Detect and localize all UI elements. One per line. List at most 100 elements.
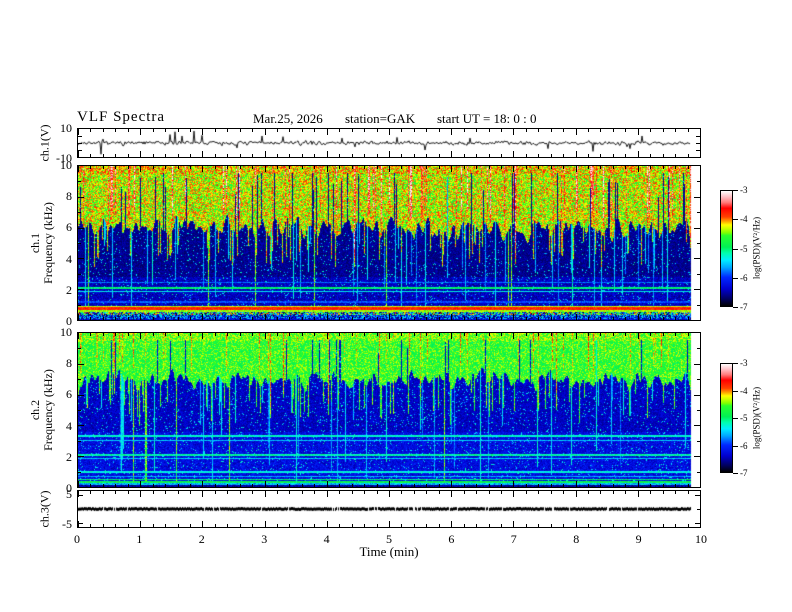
axis-tick: [688, 154, 689, 157]
x-axis-label: Time (min): [359, 544, 419, 559]
axis-tick: [389, 151, 390, 157]
axis-tick: [700, 333, 701, 339]
axis-tick: [277, 166, 278, 169]
axis-tick: [178, 129, 179, 132]
axis-tick: [78, 364, 84, 365]
axis-tick: [140, 314, 141, 320]
axis-tick: [339, 129, 340, 132]
axis-tick: [563, 317, 564, 320]
axis-tick: [202, 333, 203, 339]
axis-tick: [426, 317, 427, 320]
axis-tick: [78, 274, 81, 275]
ch1-frequency-axis-label: ch.1 Frequency (kHz): [28, 202, 55, 284]
axis-tick: [90, 166, 91, 169]
axis-tick: [190, 317, 191, 320]
axis-tick: [240, 333, 241, 336]
colorbar-tick-label: -5: [740, 244, 748, 254]
axis-tick: [613, 333, 614, 336]
axis-tick: [90, 484, 91, 487]
x-tick-label: 5: [386, 532, 392, 546]
axis-tick: [364, 524, 365, 527]
axis-tick: [733, 473, 738, 474]
axis-tick: [588, 129, 589, 132]
axis-tick: [663, 317, 664, 320]
axis-tick: [103, 129, 104, 132]
axis-tick: [625, 333, 626, 336]
axis-tick: [153, 333, 154, 336]
axis-tick: [377, 154, 378, 157]
axis-tick: [551, 333, 552, 336]
axis-tick: [327, 166, 328, 172]
axis-tick: [140, 491, 141, 497]
colorbar-ch2-gradient: [721, 364, 732, 472]
axis-tick: [240, 317, 241, 320]
axis-tick: [90, 317, 91, 320]
axis-tick: [352, 166, 353, 169]
axis-tick: [688, 333, 689, 336]
axis-tick: [451, 151, 452, 157]
axis-tick: [364, 317, 365, 320]
colorbar-tick-label: -4: [740, 214, 748, 224]
axis-tick: [501, 154, 502, 157]
axis-tick: [78, 481, 79, 487]
axis-tick: [165, 484, 166, 487]
ch2-freq-tick-label: 6: [66, 387, 72, 402]
axis-tick: [103, 524, 104, 527]
x-tick-label: 6: [448, 532, 455, 546]
axis-tick: [153, 484, 154, 487]
axis-tick: [526, 129, 527, 132]
axis-tick: [426, 333, 427, 336]
axis-tick: [538, 154, 539, 157]
axis-tick: [128, 524, 129, 527]
axis-tick: [78, 197, 84, 198]
axis-tick: [277, 524, 278, 527]
axis-tick: [489, 491, 490, 494]
axis-tick: [153, 166, 154, 169]
axis-tick: [650, 154, 651, 157]
axis-tick: [352, 484, 353, 487]
axis-tick: [202, 129, 203, 135]
axis-tick: [513, 151, 514, 157]
axis-tick: [78, 379, 81, 380]
axis-tick: [688, 491, 689, 494]
axis-tick: [103, 491, 104, 494]
axis-tick: [352, 524, 353, 527]
axis-tick: [227, 491, 228, 494]
axis-tick: [414, 129, 415, 132]
axis-tick: [694, 364, 700, 365]
axis-tick: [600, 333, 601, 336]
axis-tick: [364, 129, 365, 132]
axis-tick: [401, 166, 402, 169]
axis-tick: [128, 129, 129, 132]
axis-tick: [700, 314, 701, 320]
axis-tick: [551, 154, 552, 157]
axis-tick: [588, 491, 589, 494]
axis-tick: [377, 166, 378, 169]
axis-tick: [451, 521, 452, 527]
axis-tick: [78, 441, 81, 442]
axis-tick: [314, 317, 315, 320]
colorbar-tick-label: -6: [740, 273, 748, 283]
axis-tick: [675, 491, 676, 494]
ch1-freq-tick-label: 10: [60, 158, 72, 172]
axis-tick: [439, 166, 440, 169]
axis-tick: [352, 154, 353, 157]
axis-tick: [600, 154, 601, 157]
axis-tick: [414, 491, 415, 494]
station-label: station=GAK: [345, 111, 416, 126]
axis-tick: [302, 524, 303, 527]
axis-tick: [576, 129, 577, 135]
axis-tick: [401, 484, 402, 487]
axis-tick: [128, 317, 129, 320]
axis-tick: [551, 484, 552, 487]
axis-tick: [476, 491, 477, 494]
x-tick-label: 4: [323, 532, 330, 546]
axis-tick: [588, 317, 589, 320]
axis-tick: [115, 317, 116, 320]
axis-tick: [153, 317, 154, 320]
axis-tick: [600, 524, 601, 527]
axis-tick: [78, 472, 81, 473]
ch2-freq-tick-label: 8: [66, 356, 72, 371]
axis-tick: [600, 317, 601, 320]
axis-tick: [314, 166, 315, 169]
